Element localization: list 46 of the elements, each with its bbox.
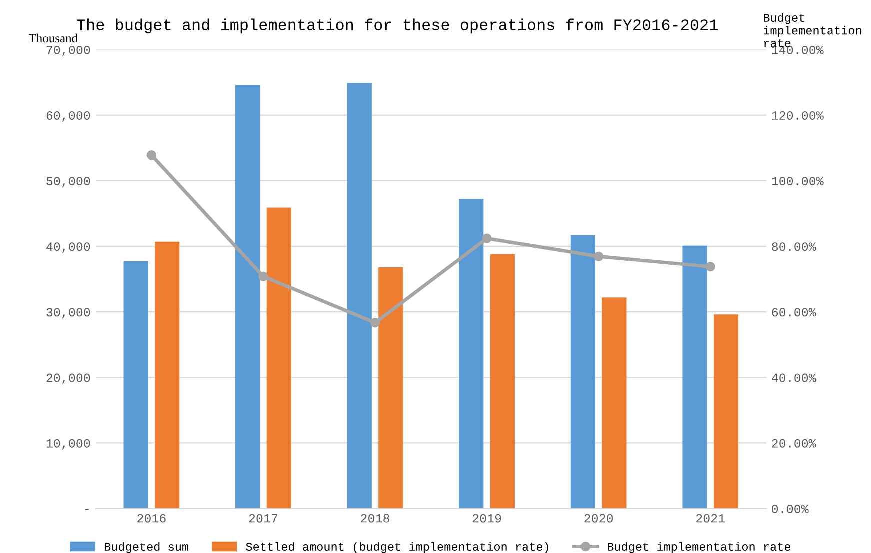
bar	[602, 298, 627, 509]
point	[370, 318, 380, 328]
bar	[682, 246, 708, 509]
point	[146, 150, 157, 160]
y-tick-label: 60,000	[46, 112, 90, 122]
y-tick-label: 20,000	[46, 374, 90, 384]
legend-label: Budgeted sum	[104, 542, 188, 553]
bar	[236, 85, 260, 509]
x-tick-label: 2018	[361, 514, 390, 523]
bar	[378, 267, 404, 509]
bar	[490, 254, 515, 509]
y2-tick-label: 100.00%	[772, 177, 824, 186]
bar	[124, 262, 148, 509]
legend-label: Settled amount (budget implementation rate)	[246, 542, 548, 553]
y2-tick-label: 20.00%	[772, 439, 816, 448]
y2-tick-label: 120.00%	[772, 112, 824, 120]
point	[594, 252, 604, 262]
point	[706, 262, 716, 272]
x-tick-label: 2019	[472, 514, 502, 523]
y2-tick-label: 40.00%	[772, 374, 816, 382]
legend-label: Budget implementation rate	[608, 542, 790, 553]
x-tick-label: 2021	[696, 514, 725, 523]
y-tick-label: -	[85, 509, 89, 510]
y-tick-label: 40,000	[46, 242, 90, 254]
y-tick-label: 30,000	[46, 308, 90, 319]
y2-axis-title: Budget implementation rate	[764, 13, 862, 48]
y2-tick-label: 60.00%	[772, 308, 816, 317]
y-axis-title: Thousand	[28, 34, 78, 43]
x-tick-label: 2020	[584, 514, 614, 523]
y2-tick-label: 0.00%	[772, 504, 809, 514]
y-tick-label: 50,000	[46, 177, 90, 188]
y2-tick-label: 140.00%	[772, 46, 824, 54]
y-tick-label: 70,000	[46, 46, 90, 57]
point	[482, 234, 492, 244]
chart-title: The budget and implementation for these operations from FY2016-2021	[77, 18, 718, 34]
bar	[459, 199, 484, 509]
y2-tick-label: 80.00%	[772, 242, 816, 252]
bar	[155, 242, 180, 509]
y-tick-label: 10,000	[46, 439, 90, 450]
bar	[347, 83, 372, 509]
x-tick-label: 2017	[249, 514, 278, 523]
bar	[714, 314, 739, 509]
point	[258, 272, 268, 282]
x-tick-label: 2016	[138, 514, 166, 523]
bar	[266, 208, 292, 509]
bar	[570, 235, 596, 509]
